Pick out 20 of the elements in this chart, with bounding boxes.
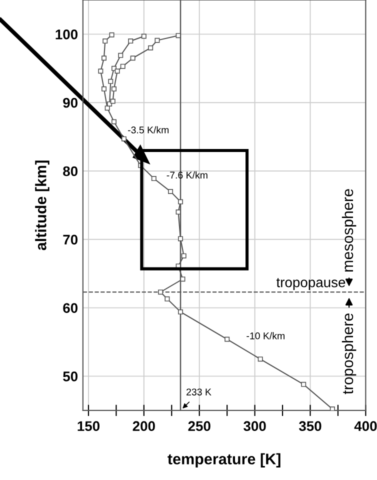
annotation: -3.5 K/km (128, 126, 169, 134)
annotation: mesosphere (342, 189, 356, 272)
y-tick-label: 50 (63, 372, 78, 382)
annotation: troposphere (342, 314, 356, 394)
y-tick-label: 80 (63, 166, 78, 176)
x-tick-label: 400 (354, 421, 377, 432)
x-tick-label: 200 (132, 421, 155, 432)
x-tick-label: 150 (78, 421, 100, 432)
y-tick-label: 60 (63, 303, 78, 313)
y-tick-label: 100 (56, 30, 78, 40)
x-tick-label: 350 (298, 421, 322, 432)
y-tick-label: 90 (63, 98, 78, 108)
y-tick-label: 70 (63, 234, 78, 245)
annotation: 233 K (186, 388, 212, 396)
x-axis-title: temperature [K] (168, 453, 280, 468)
ref-line-label: tropopause (276, 278, 346, 290)
x-tick-label: 300 (244, 421, 266, 432)
annotation: -10 K/km (246, 332, 284, 340)
x-tick-label: 250 (188, 421, 210, 432)
y-axis-title: altitude [km] (35, 160, 50, 250)
